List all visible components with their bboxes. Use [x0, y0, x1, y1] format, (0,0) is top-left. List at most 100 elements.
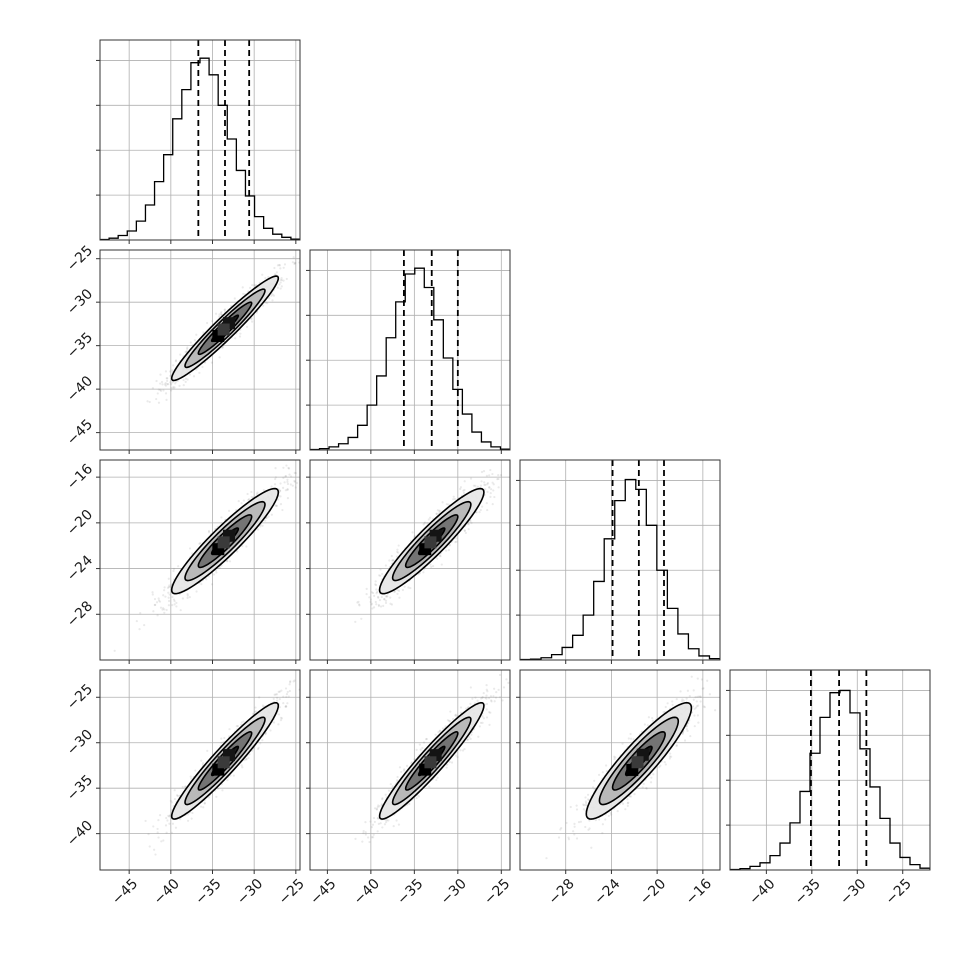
- sample-point: [388, 559, 391, 562]
- sample-point: [210, 361, 214, 364]
- sample-point: [264, 519, 267, 522]
- sample-point: [374, 600, 377, 604]
- sample-point: [368, 596, 371, 599]
- sample-point: [172, 387, 175, 390]
- sample-point: [483, 483, 486, 486]
- sample-point: [422, 523, 425, 526]
- sample-point: [170, 801, 173, 804]
- sample-point: [291, 484, 294, 487]
- sample-point: [274, 477, 277, 481]
- sample-point: [289, 680, 292, 683]
- sample-point: [186, 346, 189, 349]
- sample-point: [153, 597, 157, 601]
- sample-point: [179, 609, 182, 612]
- sample-point: [165, 816, 168, 820]
- sample-point: [280, 279, 283, 282]
- sample-point: [455, 540, 458, 543]
- sample-point: [385, 595, 388, 598]
- sample-point: [167, 599, 171, 603]
- sample-point: [423, 521, 427, 524]
- sample-point: [365, 593, 368, 596]
- sample-point: [233, 297, 236, 300]
- sample-point: [222, 740, 225, 744]
- sample-point: [393, 590, 397, 593]
- sample-point: [164, 595, 167, 598]
- sample-point: [199, 542, 202, 545]
- sample-point: [266, 302, 269, 305]
- sample-point: [166, 379, 169, 382]
- sample-point: [393, 590, 396, 593]
- sample-point: [277, 713, 281, 716]
- sample-point: [271, 299, 274, 302]
- sample-point: [163, 383, 167, 386]
- sample-point: [158, 600, 162, 603]
- sample-point: [226, 559, 229, 562]
- sample-point: [157, 599, 161, 602]
- sample-point: [475, 511, 478, 514]
- sample-point: [223, 736, 226, 740]
- sample-point: [205, 578, 208, 581]
- sample-point: [214, 312, 218, 315]
- sample-point: [391, 558, 395, 562]
- sample-point: [397, 589, 401, 592]
- sample-point: [261, 524, 264, 527]
- sample-point: [286, 702, 289, 705]
- sample-point: [486, 508, 489, 512]
- sample-point: [445, 549, 448, 552]
- sample-point: [186, 819, 190, 822]
- sample-point: [279, 287, 282, 290]
- sample-point: [288, 689, 291, 693]
- sample-point: [279, 267, 282, 270]
- sample-point: [165, 398, 168, 401]
- sample-point: [370, 591, 373, 594]
- sample-point: [251, 712, 255, 715]
- sample-point: [113, 649, 116, 652]
- sample-point: [186, 594, 189, 597]
- sample-point: [155, 397, 158, 401]
- sample-point: [185, 349, 188, 353]
- sample-point: [256, 528, 260, 531]
- sample-point: [203, 802, 206, 805]
- sample-point: [163, 586, 166, 589]
- sample-point: [210, 583, 214, 586]
- sample-point: [290, 475, 293, 478]
- sample-point: [358, 604, 361, 607]
- sample-point: [396, 592, 399, 595]
- sample-point: [407, 586, 410, 589]
- axes-frame: [99, 249, 301, 451]
- sample-point: [382, 604, 385, 607]
- sample-point: [220, 310, 223, 314]
- sample-point: [472, 484, 476, 487]
- sample-point: [395, 555, 399, 558]
- sample-point: [271, 293, 274, 296]
- sample-point: [151, 591, 154, 594]
- sample-point: [170, 386, 173, 390]
- sample-point: [377, 603, 381, 607]
- sample-point: [167, 596, 170, 599]
- sample-point: [384, 564, 387, 567]
- sample-point: [481, 505, 484, 508]
- sample-point: [384, 595, 388, 598]
- sample-point: [275, 504, 278, 507]
- sample-point: [171, 595, 174, 599]
- sample-point: [256, 491, 259, 494]
- sample-point: [167, 577, 170, 580]
- sample-point: [375, 592, 378, 595]
- sample-point: [397, 544, 400, 547]
- sample-point: [191, 552, 194, 555]
- sample-point: [287, 695, 290, 698]
- sample-point: [241, 286, 244, 289]
- sample-point: [269, 729, 272, 732]
- sample-point: [169, 374, 172, 377]
- sample-point: [285, 695, 288, 699]
- sample-point: [159, 382, 162, 385]
- sample-point: [295, 481, 299, 485]
- sample-point: [199, 805, 203, 808]
- sample-point: [195, 368, 198, 371]
- sample-point: [182, 384, 185, 387]
- sample-point: [153, 603, 156, 607]
- density-cell: [424, 536, 437, 549]
- sample-point: [356, 601, 359, 604]
- sample-point: [278, 263, 281, 267]
